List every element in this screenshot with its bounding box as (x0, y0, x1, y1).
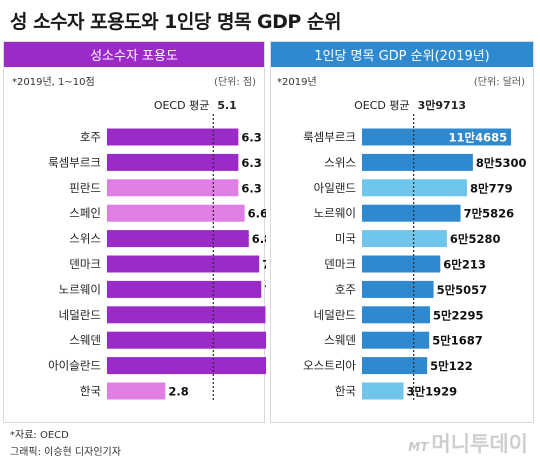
category-label: 호주 (335, 282, 356, 296)
bar (107, 255, 260, 273)
category-label: 한국 (335, 384, 356, 398)
lgbt-inclusion-unit: (단위: 점) (214, 77, 256, 88)
data-label: 6.8 (252, 232, 266, 246)
bar (362, 128, 512, 146)
category-label: 한국 (80, 384, 101, 398)
gdp-per-capita-panel-title: 1인당 명목 GDP 순위(2019년) (271, 42, 533, 67)
gdp-per-capita-chart: OECD 평균 3만9713 룩셈부르크 11만4685 스위스 8만5300 아일랜드 8만… (303, 98, 527, 402)
category-label: 노르웨이 (59, 282, 101, 296)
category-label: 아일랜드 (314, 181, 356, 195)
category-label: 네덜란드 (59, 308, 101, 322)
category-label: 네덜란드 (314, 308, 356, 322)
category-label: 룩셈부르크 (48, 155, 101, 169)
category-label: 미국 (335, 232, 356, 246)
category-label: 스위스 (324, 155, 356, 169)
infographic-title: 성 소수자 포용도와 1인당 명목 GDP 순위 (10, 11, 341, 33)
bar (362, 306, 430, 324)
data-label: 8만779 (470, 181, 513, 195)
bar (362, 357, 428, 375)
bar (362, 204, 461, 222)
data-label: 6만213 (443, 258, 486, 272)
data-label: 5만5057 (437, 283, 488, 297)
data-label: 7만5826 (464, 207, 515, 221)
category-label: 스페인 (69, 206, 101, 220)
category-label: 노르웨이 (314, 206, 356, 220)
bar (362, 382, 404, 400)
category-label: 덴마크 (324, 257, 356, 271)
source-note: *자료: OECD (10, 430, 69, 441)
gdp-per-capita-unit: (단위: 달러) (473, 77, 525, 88)
bar (107, 357, 266, 375)
bar (362, 230, 447, 248)
data-label: 11만4685 (448, 131, 507, 145)
data-label: 5만122 (430, 359, 473, 373)
data-label: 6.3 (241, 181, 261, 195)
bar (107, 179, 239, 197)
lgbt-inclusion-chart: OECD 평균 5.1 호주 6.3 룩셈부르크 6.3 핀란드 6.3 스페인 6.6 스위스 6.… (48, 99, 266, 402)
data-label: 6.3 (241, 131, 261, 145)
data-label: 6만5280 (450, 232, 501, 246)
category-label: 오스트리아 (303, 359, 356, 373)
category-label: 스웨덴 (69, 333, 101, 347)
graphic-credit: 그래픽: 이승현 디자인기자 (10, 447, 121, 458)
bar (107, 204, 245, 222)
lgbt-inclusion-panel-title: 성소수자 포용도 (4, 42, 264, 67)
reference-value-label: 5.1 (217, 99, 237, 112)
bar (362, 153, 473, 171)
gdp-per-capita-note: *2019년 (277, 77, 317, 88)
category-label: 핀란드 (69, 181, 101, 195)
data-label: 7.4 (264, 283, 266, 297)
category-label: 룩셈부르크 (303, 130, 356, 144)
data-label: 7.3 (262, 258, 266, 272)
category-label: 아이슬란드 (48, 359, 101, 373)
data-label: 6.6 (248, 207, 266, 221)
category-label: 스웨덴 (324, 333, 356, 347)
category-label: 스위스 (69, 232, 101, 246)
category-label: 덴마크 (69, 257, 101, 271)
category-label: 호주 (80, 130, 101, 144)
bar (107, 153, 239, 171)
bar (107, 382, 166, 400)
publisher-logo: MT 머니투데이 (408, 428, 528, 458)
reference-label: OECD 평균 (354, 99, 410, 112)
bar (107, 280, 262, 298)
bar (362, 280, 434, 298)
data-label: 3만1929 (407, 385, 458, 399)
bar (107, 230, 249, 248)
logo-name: 머니투데이 (431, 432, 528, 456)
logo-prefix: MT (408, 440, 429, 454)
bar (362, 255, 441, 273)
data-label: 6.3 (241, 156, 261, 170)
reference-value-label: 3만9713 (418, 98, 466, 112)
data-label: 5만2295 (433, 308, 484, 322)
data-label: 8만5300 (476, 156, 527, 170)
data-label: 2.8 (168, 385, 188, 399)
lgbt-inclusion-panel: 성소수자 포용도 *2019년, 1~10점 (단위: 점) OECD 평균 5.… (3, 41, 266, 423)
bar (362, 331, 430, 349)
reference-label: OECD 평균 (154, 99, 210, 112)
bar (107, 128, 239, 146)
bar (107, 306, 266, 324)
gdp-per-capita-panel: 1인당 명목 GDP 순위(2019년) *2019년 (단위: 달러) OEC… (270, 41, 534, 423)
data-label: 5만1687 (432, 334, 483, 348)
bar (362, 179, 468, 197)
bar (107, 331, 266, 349)
lgbt-inclusion-note: *2019년, 1~10점 (12, 77, 95, 88)
